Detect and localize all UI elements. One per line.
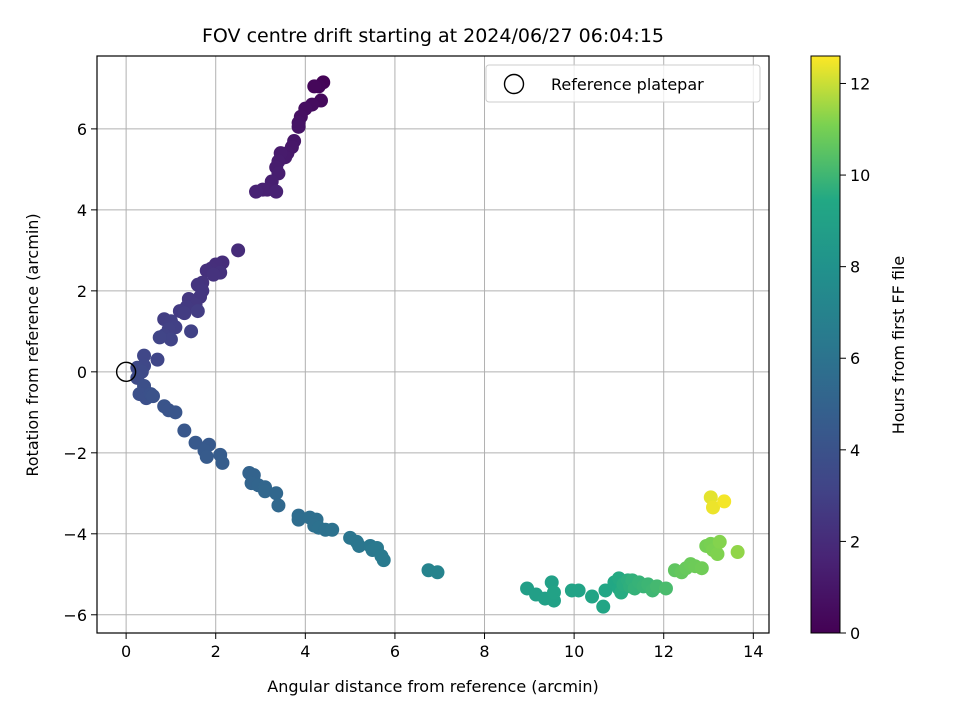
data-point xyxy=(546,585,561,600)
data-point xyxy=(146,389,160,404)
legend: Reference platepar xyxy=(485,64,761,103)
grid-lines xyxy=(97,56,769,633)
data-point xyxy=(199,449,214,464)
x-tick-label: 4 xyxy=(300,642,310,661)
x-axis-label: Angular distance from reference (arcmin) xyxy=(267,677,598,696)
data-point xyxy=(269,184,284,199)
data-point xyxy=(598,583,613,598)
data-point xyxy=(710,547,725,562)
data-point xyxy=(137,348,152,363)
colorbar: 0 2 4 6 8 10 12 Hours from first FF file xyxy=(810,55,908,643)
data-points xyxy=(130,75,745,614)
legend-box xyxy=(485,64,761,103)
data-point xyxy=(249,184,264,199)
data-point xyxy=(206,267,221,282)
data-point xyxy=(190,304,205,319)
legend-marker xyxy=(503,73,525,95)
data-point xyxy=(730,545,745,560)
data-point xyxy=(215,455,230,470)
data-point xyxy=(177,423,192,438)
colorbar-tick-label: 2 xyxy=(850,532,860,551)
colorbar-tick-label: 10 xyxy=(850,166,870,185)
data-point xyxy=(184,324,199,339)
colorbar-tick-label: 6 xyxy=(850,349,860,368)
y-tick-label: −4 xyxy=(63,525,87,544)
x-tick-label: 14 xyxy=(743,642,763,661)
axis-ticks: 0 2 4 6 8 10 12 14 −6 −4 −2 0 2 4 6 xyxy=(63,120,763,661)
colorbar-gradient xyxy=(810,55,841,634)
reference-platepar-marker xyxy=(115,361,137,383)
y-tick-label: −6 xyxy=(63,606,87,625)
data-point xyxy=(168,405,183,420)
data-point xyxy=(163,332,178,347)
data-point xyxy=(150,352,165,367)
x-tick-label: 10 xyxy=(564,642,584,661)
plot-frame xyxy=(96,55,770,634)
data-point xyxy=(658,581,673,596)
data-point xyxy=(596,599,611,614)
data-point xyxy=(291,119,306,134)
colorbar-tick-label: 0 xyxy=(850,624,860,643)
data-point xyxy=(585,589,600,604)
data-point xyxy=(706,500,720,515)
chart-title: FOV centre drift starting at 2024/06/27 … xyxy=(202,25,664,47)
data-point xyxy=(231,243,246,258)
colorbar-ticks: 0 2 4 6 8 10 12 xyxy=(840,74,870,643)
y-tick-label: 2 xyxy=(77,282,87,301)
y-axis-label: Rotation from reference (arcmin) xyxy=(23,213,42,476)
x-tick-label: 6 xyxy=(390,642,400,661)
x-tick-label: 8 xyxy=(479,642,489,661)
y-tick-label: −2 xyxy=(63,444,87,463)
colorbar-label: Hours from first FF file xyxy=(889,256,908,435)
colorbar-tick-label: 12 xyxy=(850,74,870,93)
data-point xyxy=(717,494,732,509)
data-point xyxy=(188,435,203,450)
data-point xyxy=(376,553,391,568)
x-tick-label: 12 xyxy=(654,642,674,661)
data-point xyxy=(269,486,284,501)
data-point xyxy=(258,484,272,499)
data-point xyxy=(430,565,445,580)
y-tick-label: 4 xyxy=(77,201,87,220)
data-point xyxy=(571,583,586,598)
data-point xyxy=(325,522,340,537)
reference-marker-layer xyxy=(115,361,137,383)
data-point xyxy=(352,538,367,553)
data-point xyxy=(152,330,167,345)
x-tick-label: 2 xyxy=(211,642,221,661)
data-point xyxy=(271,498,286,513)
legend-entry-reference-platepar: Reference platepar xyxy=(551,75,704,94)
colorbar-tick-label: 8 xyxy=(850,258,860,277)
data-point xyxy=(291,512,306,527)
x-tick-label: 0 xyxy=(121,642,131,661)
y-tick-label: 6 xyxy=(77,120,87,139)
data-point xyxy=(307,79,322,94)
data-point xyxy=(712,534,727,549)
data-point xyxy=(694,561,709,576)
data-point xyxy=(177,306,192,321)
colorbar-tick-label: 4 xyxy=(850,441,860,460)
y-tick-label: 0 xyxy=(77,363,87,382)
